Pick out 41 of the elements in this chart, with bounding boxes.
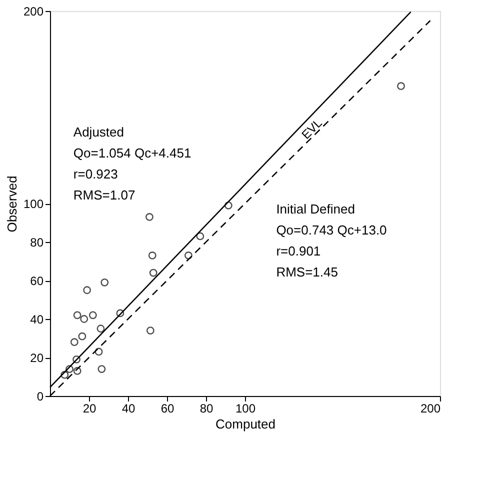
point [100, 278, 109, 286]
point [73, 367, 82, 375]
point [116, 309, 124, 318]
point [88, 311, 97, 320]
point [94, 348, 103, 356]
point [78, 332, 86, 340]
y-tick-label: 100 [23, 197, 44, 211]
point [224, 201, 232, 210]
x-tick-label: 100 [235, 402, 256, 416]
x-tick-label: 40 [122, 402, 136, 416]
point [70, 338, 78, 346]
y-tick-label: 60 [30, 274, 44, 288]
point [80, 315, 88, 323]
point [66, 365, 74, 373]
point [72, 355, 80, 364]
point [146, 326, 154, 334]
point [196, 232, 204, 240]
annotation: Initial Defined Qo=0.743 Qc+13.0 r=0.901 RMS=1.45 [276, 202, 387, 280]
point [60, 370, 69, 379]
point [98, 365, 106, 373]
point [145, 213, 154, 221]
y-tick-label: 80 [30, 236, 44, 250]
point [148, 252, 156, 260]
x-tick-label: 80 [200, 402, 214, 416]
y-axis-title: Observed [4, 176, 20, 232]
point [73, 311, 82, 320]
x-tick-label: 200 [420, 402, 441, 416]
x-tick-label: 20 [82, 402, 96, 416]
y-tick-label: 20 [30, 351, 44, 365]
text: EVL [298, 116, 326, 142]
point [83, 286, 92, 294]
point [184, 252, 192, 260]
x-axis-title: Computed [216, 416, 276, 432]
y-tick-label: 40 [30, 312, 44, 326]
point [397, 82, 405, 90]
point [149, 268, 158, 277]
y-tick-label: 0 [36, 390, 44, 404]
y-tick-label: 200 [23, 4, 44, 18]
point [96, 324, 105, 333]
annotation: Adjusted Qo=1.054 Qc+4.451 r=0.923 RMS=1.07 [73, 124, 192, 202]
x-tick-label: 60 [160, 402, 174, 416]
